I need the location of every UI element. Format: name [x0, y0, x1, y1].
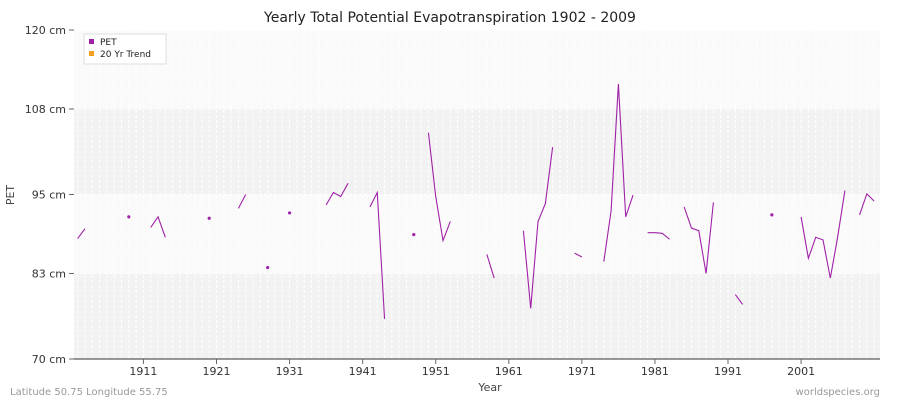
series-line-segment: [150, 215, 166, 238]
data-point: [770, 213, 774, 217]
x-tick-label: 2001: [787, 365, 815, 378]
series-line-segment: [522, 147, 554, 309]
y-tick-label: 108 cm: [25, 103, 66, 116]
series-line-segment: [369, 190, 386, 319]
plot-band: [74, 108, 880, 195]
x-tick-label: 1921: [202, 365, 230, 378]
series-line-segment: [859, 192, 875, 216]
plot-band: [74, 30, 880, 109]
legend-label-pet: PET: [100, 38, 117, 48]
data-point: [412, 233, 416, 237]
legend-box: [83, 33, 167, 65]
x-tick-label: 1911: [129, 365, 157, 378]
series-line-segment: [800, 190, 846, 279]
series-line-segment: [325, 183, 349, 206]
series-line-segment: [427, 132, 451, 243]
chart-axes: 70 cm 83 cm 95 cm 108 cm 120 cm 1911 1921 1931 1…: [25, 24, 880, 378]
chart-title: Yearly Total Potential Evapotranspiratio…: [263, 10, 636, 26]
legend-label-trend: 20 Yr Trend: [100, 50, 151, 60]
x-axis-title: Year: [477, 381, 502, 394]
legend: PET 20 Yr Trend: [83, 33, 167, 65]
x-tick-label: 1971: [568, 365, 596, 378]
data-point: [266, 265, 270, 270]
series-line-segment: [574, 252, 583, 258]
series-line-segment: [486, 254, 495, 279]
series-layer: [77, 83, 875, 319]
y-axis-title: PET: [4, 185, 17, 206]
series-line-segment: [77, 228, 86, 239]
plot-band: [74, 194, 880, 274]
x-tick-label: 1951: [422, 365, 450, 378]
footer-coordinates: Latitude 50.75 Longitude 55.75: [10, 387, 168, 398]
plot-band: [74, 273, 880, 359]
series-line-segment: [237, 194, 247, 209]
chart-bands: [74, 30, 880, 359]
x-tick-label: 1961: [495, 365, 523, 378]
x-tick-label: 1941: [349, 365, 377, 378]
series-line-segment: [683, 202, 714, 274]
series-line-segment: [647, 232, 670, 240]
data-point: [127, 215, 131, 219]
y-tick-label: 83 cm: [32, 267, 66, 280]
x-tick-label: 1991: [714, 365, 742, 378]
data-point: [207, 216, 211, 220]
legend-swatch-pet: [89, 39, 94, 44]
legend-swatch-trend: [89, 51, 94, 56]
x-tick-label: 1931: [276, 365, 304, 378]
footer-source: worldspecies.org: [796, 387, 880, 398]
series-line-segment: [734, 294, 744, 305]
series-line-segment: [603, 83, 634, 262]
data-point: [287, 211, 292, 215]
y-tick-label: 120 cm: [25, 24, 66, 37]
y-tick-label: 70 cm: [32, 353, 66, 366]
x-tick-label: 1981: [641, 365, 669, 378]
y-tick-label: 95 cm: [32, 189, 66, 202]
